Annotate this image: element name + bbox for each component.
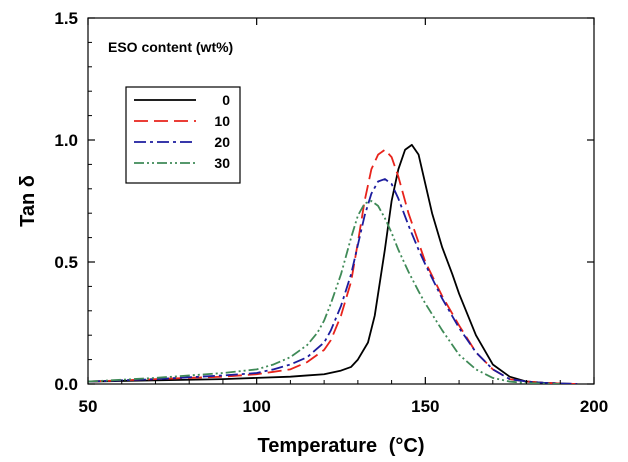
plot-border <box>87 17 595 385</box>
x-tick-label: 200 <box>580 397 608 416</box>
x-axis-title: Temperature (°C) <box>258 435 425 457</box>
series-line-10 <box>88 148 578 384</box>
y-tick-label: 1.5 <box>54 9 78 28</box>
y-axis-title: Tan δ <box>17 175 39 227</box>
y-tick-label: 1.0 <box>54 131 78 150</box>
legend-label-20: 20 <box>214 134 230 150</box>
x-tick-label: 150 <box>411 397 439 416</box>
legend-label-0: 0 <box>222 92 230 108</box>
series-line-20 <box>88 178 578 384</box>
legend: ESO content (wt%) 0 10 20 30 <box>108 39 241 184</box>
x-tick-label: 100 <box>242 397 270 416</box>
legend-label-10: 10 <box>214 113 230 129</box>
plot-area <box>87 17 595 385</box>
x-axis-title-unit: (°C) <box>389 435 425 457</box>
x-axis-title-text: Temperature <box>258 435 378 457</box>
y-tick-label: 0.0 <box>54 375 78 394</box>
series-line-30 <box>88 200 561 384</box>
series-layer <box>88 143 578 384</box>
x-tick-label: 50 <box>79 397 98 416</box>
axis-titles: Temperature (°C) Tan δ <box>17 175 425 457</box>
legend-label-30: 30 <box>214 155 230 171</box>
series-line-0 <box>88 143 578 384</box>
y-tick-label: 0.5 <box>54 253 78 272</box>
legend-title: ESO content (wt%) <box>108 39 233 55</box>
legend-box <box>125 86 241 184</box>
